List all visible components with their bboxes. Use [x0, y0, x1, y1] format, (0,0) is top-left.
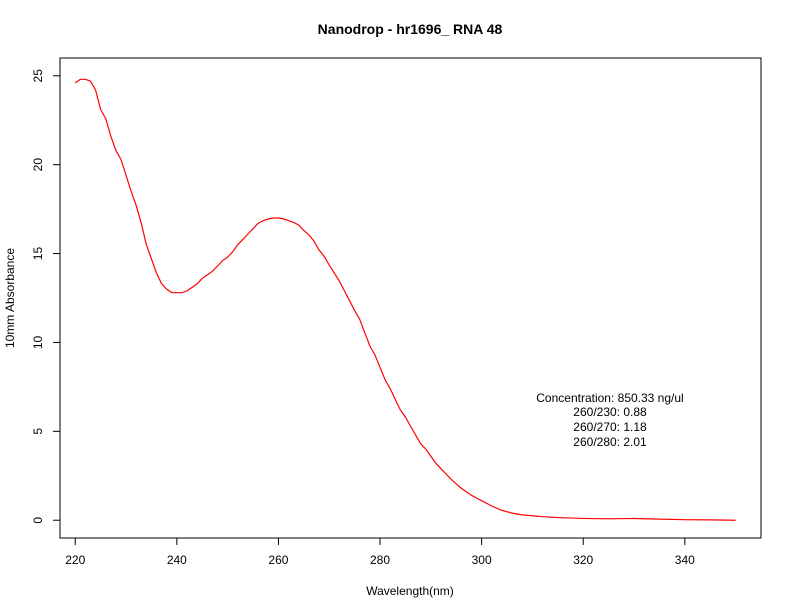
x-tick-label: 240: [167, 553, 187, 567]
annotation-260-230: 260/230: 0.88: [573, 405, 647, 419]
annotation-concentration: Concentration: 850.33 ng/ul: [536, 391, 683, 405]
x-tick-label: 320: [573, 553, 593, 567]
annotation-box: Concentration: 850.33 ng/ul 260/230: 0.8…: [536, 391, 683, 449]
y-tick-label: 5: [31, 428, 45, 435]
plot-box: [59, 57, 762, 539]
y-axis: 0 5 10 15 20 25: [31, 69, 60, 524]
x-tick-label: 300: [472, 553, 492, 567]
x-axis-label: Wavelength(nm): [366, 584, 454, 598]
y-axis-label: 10mm Absorbance: [3, 248, 17, 348]
x-tick-label: 260: [268, 553, 288, 567]
annotation-260-270: 260/270: 1.18: [573, 420, 647, 434]
x-axis: 220 240 260 280 300 320 340: [65, 538, 695, 567]
absorbance-curve: [74, 78, 736, 521]
annotation-260-280: 260/280: 2.01: [573, 435, 647, 449]
y-tick-label: 20: [31, 158, 45, 172]
y-tick-label: 25: [31, 69, 45, 83]
y-tick-label: 15: [31, 247, 45, 261]
y-tick-label: 10: [31, 335, 45, 349]
x-tick-label: 340: [675, 553, 695, 567]
x-tick-label: 220: [65, 553, 85, 567]
x-tick-label: 280: [370, 553, 390, 567]
y-tick-label: 0: [31, 517, 45, 524]
chart-title: Nanodrop - hr1696_ RNA 48: [318, 21, 503, 37]
